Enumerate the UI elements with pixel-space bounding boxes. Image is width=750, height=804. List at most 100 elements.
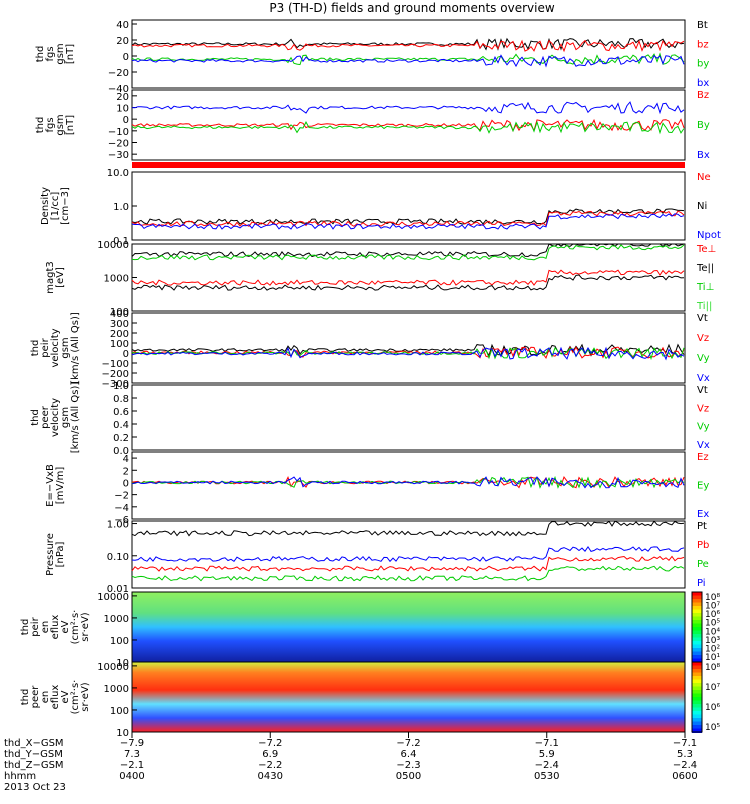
x-tick-label: −7.1 (673, 738, 697, 749)
colorbar-label: 10² (705, 644, 720, 654)
trace-red (131, 555, 685, 572)
x-tick-label: −7.1 (535, 738, 559, 749)
colorbar-cell (692, 721, 702, 726)
y-tick-label: 0 (123, 478, 129, 489)
colorbar-cell (692, 676, 702, 681)
x-row-label: hhmm (4, 771, 36, 782)
y-tick-label: 100 (110, 706, 129, 717)
panel-peer-spec: 10000 1000 100 10 thdpeerenefluxeV(cm²·s·sr·… (20, 661, 686, 739)
colorbar-cell (692, 634, 702, 639)
colorbar-cell (692, 697, 702, 702)
y-axis-label-line: [1/cc] (50, 192, 61, 221)
y-tick-label: 1000 (104, 274, 129, 285)
panel-frame (131, 451, 686, 520)
trace-black (131, 37, 685, 51)
trace-blue (131, 213, 685, 230)
y-axis-label-line: en (40, 691, 51, 704)
colorbar-cell (692, 637, 702, 642)
y-tick-label: 10000 (97, 240, 129, 251)
colorbar-label: 10⁷ (705, 602, 720, 612)
legend-pi: Pi (697, 578, 706, 589)
y-axis-label: thdpeirenefluxeV(cm²·s·sr·eV) (20, 610, 91, 645)
panel-frame (131, 384, 686, 451)
y-axis-label-line: [nT] (65, 44, 76, 64)
legend-vx: Vx (697, 373, 710, 384)
colorbar-cell (692, 679, 702, 684)
panel-density: 10.0 1.0 0.1 Density[1/cc][cm−3] Ne Ni Npot (40, 168, 721, 247)
y-tick-label: 200 (110, 329, 129, 340)
y-tick-label: −10 (108, 127, 129, 138)
y-axis-label-line: [eV] (55, 267, 66, 288)
colorbar-cell (692, 711, 702, 716)
x-row-label: 2013 Oct 23 (4, 782, 66, 793)
colorbar-cell (692, 623, 702, 628)
x-tick-label: −7.2 (258, 738, 282, 749)
y-tick-label: 0.2 (113, 433, 129, 444)
colorbar-cell (692, 620, 702, 625)
y-axis-label-line: thd (30, 340, 41, 357)
colorbar-cell (692, 714, 702, 719)
panel-peir-spec: 10000 1000 100 10 thdpeirenefluxeV(cm²·s·sr·… (20, 591, 686, 669)
colorbar-label: 10¹ (705, 653, 720, 663)
panel-peer-vel: 1.0 0.8 0.6 0.4 0.2 0.0 thdpeervelocitygsm[km/… (30, 381, 710, 457)
colorbar-cell (692, 718, 702, 723)
y-tick-label: 20 (116, 36, 129, 47)
y-axis-label-line: fgs (45, 117, 56, 132)
y-axis-label: thdfgsgsm[nT] (35, 43, 76, 64)
y-axis-label-line: [cm−3] (60, 187, 71, 225)
x-tick-label: 0400 (119, 771, 144, 782)
legend-by: By (697, 120, 710, 131)
colorbar-label: 10⁴ (705, 627, 720, 637)
y-tick-label: −300 (102, 379, 129, 390)
panel-frame (131, 312, 686, 384)
y-tick-label: 0.4 (113, 420, 129, 431)
panel-frame (131, 171, 686, 241)
y-tick-label: 10 (116, 658, 129, 669)
y-tick-label: −6 (114, 515, 129, 526)
y-axis-label: Pressure[nPa] (45, 533, 66, 576)
y-tick-label: 1000 (104, 684, 129, 695)
y-axis-label-line: fgs (45, 46, 56, 61)
spectrogram-image (132, 592, 685, 662)
colorbar-cell (692, 658, 702, 663)
y-tick-label: 0.0 (113, 446, 129, 457)
colorbar-cell (692, 644, 702, 649)
x-tick-label: −2.3 (396, 760, 420, 771)
x-tick-label: 5.3 (677, 749, 693, 760)
y-axis-label: Density[1/cc][cm−3] (40, 187, 71, 225)
colorbar-cell (692, 707, 702, 712)
y-axis-label-line: thd (35, 117, 46, 134)
legend-ez: Ez (697, 452, 709, 463)
x-tick-label: 0600 (672, 771, 697, 782)
colorbar-label: 10⁷ (705, 683, 720, 693)
panel-temp: 10000 1000 100 magt3[eV] Te⊥ Te|| Ti⊥ Ti|| (45, 240, 716, 318)
trace-green (131, 565, 685, 582)
y-axis-label-line: peer (40, 405, 51, 429)
legend-pt: Pt (697, 521, 707, 532)
x-tick-label: −2.4 (535, 760, 559, 771)
y-tick-label: 10.0 (107, 168, 129, 179)
y-axis-label-line: eV (60, 690, 71, 703)
y-tick-label: 4 (123, 454, 129, 465)
legend-vy: Vy (697, 353, 710, 364)
y-tick-label: 10000 (97, 592, 129, 603)
trace-blue (131, 346, 685, 361)
x-tick-label: 6.4 (401, 749, 417, 760)
figure-title: P3 (TH-D) fields and ground moments over… (269, 1, 554, 15)
trace-red (131, 269, 685, 286)
panels-group: 40200−20−40thdfgsgsm[nT]Btbzbybx20100−10… (20, 19, 721, 739)
y-tick-label: −40 (108, 84, 129, 95)
y-tick-label: 1.00 (107, 520, 129, 531)
y-tick-label: 0 (123, 52, 129, 63)
legend-bz: Bz (697, 90, 709, 101)
trace-green (131, 52, 685, 66)
colorbar-cell (692, 704, 702, 709)
legend-bx: Bx (697, 150, 710, 161)
legend-bx: bx (697, 78, 709, 89)
colorbar-label: 10⁵ (705, 723, 720, 733)
legend-vt: Vt (697, 313, 708, 324)
colorbar-cell (692, 627, 702, 632)
y-axis-label-line: E=−VxB (45, 464, 56, 507)
y-axis-label-line: gsm (55, 114, 66, 135)
y-tick-label: 400 (110, 309, 129, 320)
